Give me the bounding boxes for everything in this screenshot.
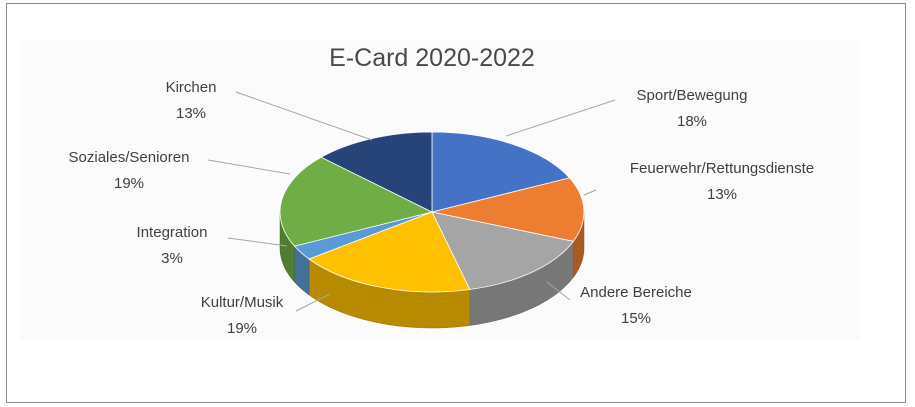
slice-label-feuerwehr-rettungsdienste: Feuerwehr/Rettungsdienste	[630, 160, 814, 177]
slice-value-soziales-senioren: 19%	[114, 175, 144, 192]
leader-line-soziales-senioren	[207, 159, 291, 175]
slice-label-kirchen: Kirchen	[166, 79, 217, 96]
leader-line-integration	[227, 237, 288, 247]
slice-sport-bewegung	[431, 131, 571, 213]
slice-kirchen	[320, 131, 433, 213]
slice-label-sport-bewegung: Sport/Bewegung	[637, 87, 748, 104]
pie-slices	[279, 131, 585, 293]
leader-line-andere-bereiche	[546, 281, 571, 301]
slice-andere-bereiche	[431, 211, 574, 290]
slice-kultur-musik	[308, 211, 471, 293]
data-labels: Sport/Bewegung 18% Feuerwehr/Rettungsdiens…	[69, 79, 815, 337]
leader-line-kultur-musik	[295, 293, 331, 312]
slice-label-andere-bereiche: Andere Bereiche	[580, 284, 692, 301]
slice-label-integration: Integration	[137, 224, 208, 241]
leader-line-sport-bewegung	[505, 99, 616, 137]
leader-line-feuerwehr-rettungsdienste	[583, 189, 597, 196]
chart-title: E-Card 2020-2022	[329, 44, 535, 72]
leader-lines	[207, 91, 616, 312]
slice-label-kultur-musik: Kultur/Musik	[201, 294, 284, 311]
slice-value-kirchen: 13%	[176, 105, 206, 122]
slice-feuerwehr-rettungsdienste	[431, 177, 585, 242]
slice-soziales-senioren	[279, 156, 434, 247]
slice-value-sport-bewegung: 18%	[677, 113, 707, 130]
slice-value-integration: 3%	[161, 250, 183, 267]
slice-value-feuerwehr-rettungsdienste: 13%	[707, 186, 737, 203]
slice-value-andere-bereiche: 15%	[621, 310, 651, 327]
leader-line-kirchen	[235, 91, 373, 141]
slice-label-soziales-senioren: Soziales/Senioren	[69, 149, 190, 166]
slice-value-kultur-musik: 19%	[227, 320, 257, 337]
